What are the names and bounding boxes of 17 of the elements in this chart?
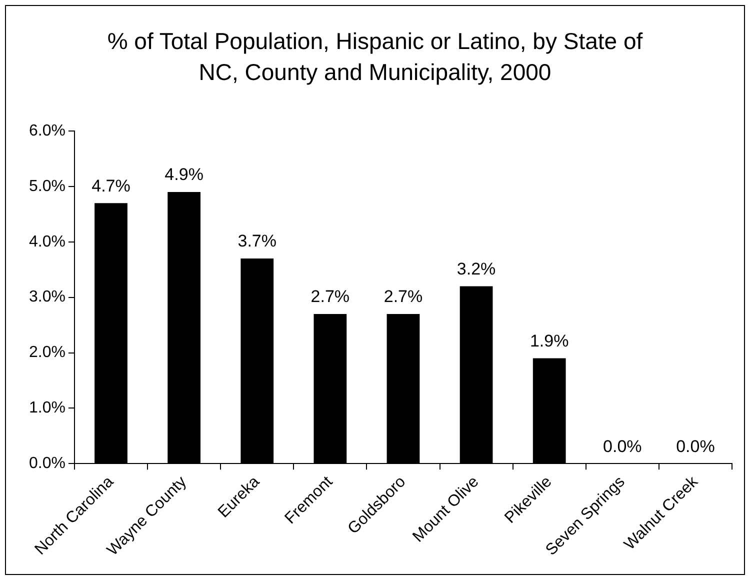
data-label: 4.7% [92,176,130,196]
y-tick-label: 2.0% [29,344,66,362]
y-tick-label: 1.0% [29,400,66,417]
data-label: 3.2% [456,259,496,278]
y-tick-label: 3.0% [29,288,66,306]
y-tick-label: 6.0% [29,122,66,140]
data-label: 0.0% [676,436,715,456]
chart-title: % of Total Population, Hispanic or Latino, by State of NC, County and Municipality, 2000 [106,27,644,87]
y-tick-label: 0.0% [29,455,66,472]
data-label: 2.7% [384,287,423,306]
data-label: 3.7% [238,232,276,251]
y-tick-label: 5.0% [29,178,66,195]
data-label: 2.7% [310,287,350,306]
y-tick-label: 4.0% [29,233,66,250]
data-label: 4.9% [164,165,204,184]
data-label: 1.9% [530,331,569,350]
data-label: 0.0% [603,436,642,456]
